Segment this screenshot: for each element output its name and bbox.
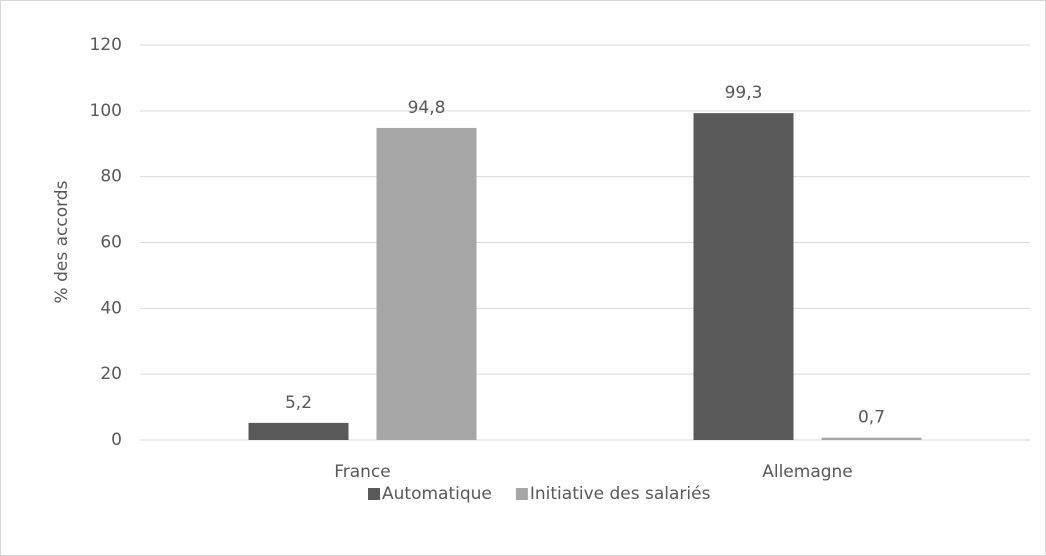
bar [821,437,922,440]
y-axis-label: % des accords [52,180,72,303]
value-label: 99,3 [725,83,763,103]
legend-swatch [368,488,380,500]
legend-label: Initiative des salariés [530,484,711,504]
legend-label: Automatique [382,484,492,504]
bar [693,113,794,440]
legend-swatch [515,488,528,500]
y-tick-label: 120 [90,35,122,55]
y-tick-label: 20 [100,364,122,384]
y-tick-label: 80 [100,167,122,187]
value-label: 5,2 [285,393,312,413]
value-label: 0,7 [858,408,885,428]
y-tick-label: 0 [111,430,122,450]
x-tick-label: Allemagne [762,462,853,482]
y-tick-label: 60 [100,233,122,253]
bar [248,422,349,440]
x-tick-label: France [334,462,391,482]
y-tick-label: 100 [90,101,122,121]
y-tick-label: 40 [100,298,122,318]
bar [376,127,477,440]
value-label: 94,8 [408,98,446,118]
